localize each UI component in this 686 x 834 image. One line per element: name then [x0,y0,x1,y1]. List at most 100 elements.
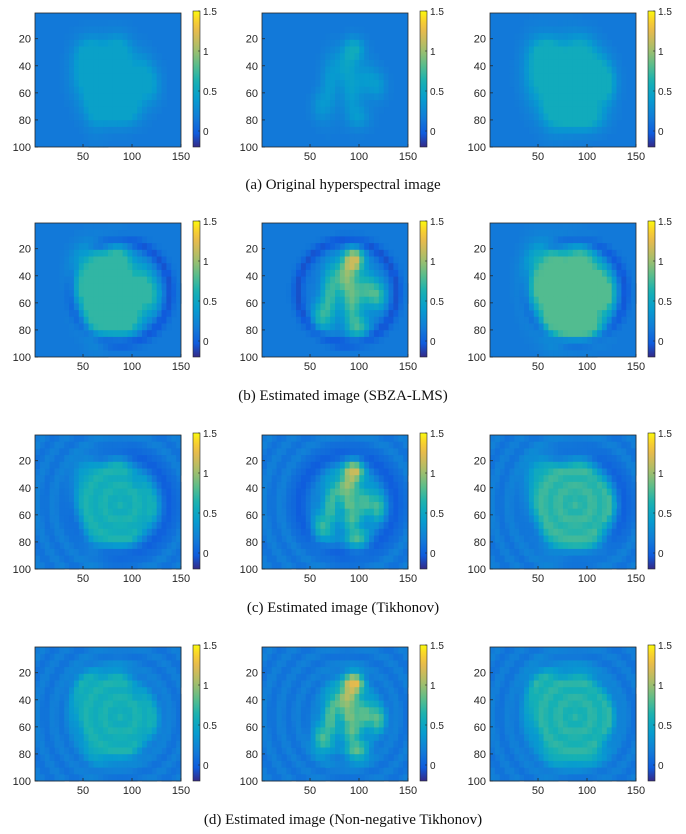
heatmap-cell [78,435,85,443]
heatmap-cell [335,126,341,134]
heatmap-cell [582,120,588,128]
heatmap-cell [73,100,80,108]
heatmap-cell [563,19,569,27]
heatmap-cell [335,86,341,94]
heatmap-cell [606,53,613,61]
heatmap-cell [93,316,99,324]
heatmap-cell [344,720,350,728]
heatmap-cell [611,441,617,449]
heatmap-cell [597,488,603,496]
heatmap-cell [93,660,99,668]
heatmap-cell [35,435,41,443]
heatmap-cell [166,680,172,688]
heatmap-cell [117,283,123,291]
heatmap-cell [300,707,307,715]
heatmap-cell [339,727,346,735]
heatmap-cell [112,276,119,284]
heatmap-cell [146,269,153,277]
heatmap-cell [582,140,588,148]
heatmap-cell [132,336,138,344]
heatmap-cell [69,243,75,251]
heatmap-cell [577,276,583,284]
heatmap-cell [601,46,608,54]
heatmap-cell [103,667,109,675]
heatmap-cell [528,39,535,47]
heatmap-cell [582,46,588,54]
heatmap-cell [558,256,564,264]
heatmap-cell [325,93,331,101]
heatmap-cell [359,263,365,271]
heatmap-cell [296,256,302,264]
heatmap-cell [553,468,559,476]
heatmap-cell [606,515,613,523]
heatmap-cell [504,468,510,476]
heatmap-cell [626,276,632,284]
heatmap-cell [300,528,307,536]
heatmap-cell [378,93,385,101]
heatmap-cell [93,140,99,148]
heatmap-cell [606,316,613,324]
heatmap-cell [39,502,46,510]
heatmap-cell [514,269,520,277]
heatmap-cell [122,660,128,668]
heatmap-cell [161,760,167,768]
heatmap-cell [156,455,162,463]
heatmap-cell [597,303,603,311]
heatmap-cell [563,113,569,121]
heatmap-cell [35,515,41,523]
heatmap-cell [127,26,133,34]
x-tick-label: 150 [627,361,645,373]
heatmap-cell [262,488,268,496]
heatmap-cell [161,647,167,655]
heatmap-cell [349,310,355,318]
heatmap-cell [582,508,588,516]
heatmap-cell [83,310,89,318]
heatmap-cell [108,223,114,231]
heatmap-cell [300,774,307,782]
heatmap-cell [601,468,608,476]
heatmap-cell [127,488,133,496]
heatmap-cell [142,106,148,114]
heatmap-cell [616,73,622,81]
heatmap-cell [88,113,94,121]
heatmap-cell [93,86,99,94]
heatmap-cell [533,263,540,271]
heatmap-cell [98,316,104,324]
heatmap-cell [611,59,617,67]
heatmap-cell [354,767,360,775]
heatmap-cell [320,660,326,668]
heatmap-cell [359,249,365,257]
x-tick-label: 100 [350,151,368,163]
heatmap-cell [315,481,321,489]
heatmap-cell [171,720,177,728]
heatmap-cell [127,448,133,456]
heatmap-cell [388,481,394,489]
heatmap-cell [83,680,89,688]
heatmap-cell [166,727,172,735]
heatmap-cell [271,707,277,715]
heatmap-cell [490,548,496,556]
heatmap-cell [69,269,75,277]
heatmap-cell [78,336,85,344]
heatmap-cell [606,106,613,114]
y-tick-label: 20 [19,456,31,468]
heatmap-cell [137,243,143,251]
heatmap-cell [78,515,85,523]
heatmap-cell [563,229,569,237]
heatmap-cell [354,73,360,81]
heatmap-cell [354,303,360,311]
heatmap-cell [132,754,138,762]
heatmap-cell [398,263,404,271]
heatmap-cell [132,502,138,510]
heatmap-cell [597,33,603,41]
heatmap-cell [335,667,341,675]
heatmap-cell [577,223,583,231]
heatmap-cell [388,283,394,291]
heatmap-cell [156,667,162,675]
y-tick-label: 40 [474,271,486,283]
heatmap-cell [73,760,80,768]
heatmap-cell [88,700,94,708]
x-tick-label: 100 [123,573,141,585]
